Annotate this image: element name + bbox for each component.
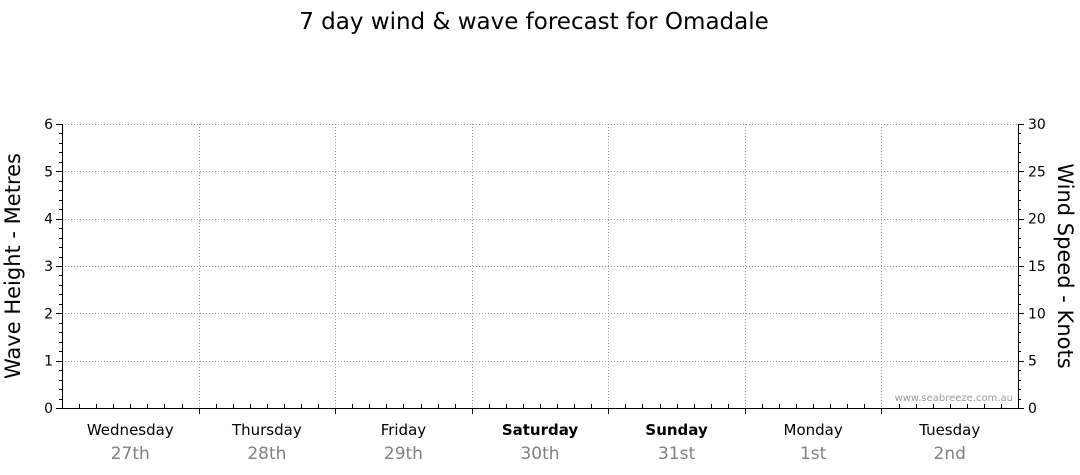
right-tick-label: 15 xyxy=(1028,259,1046,275)
right-tick-label: 0 xyxy=(1028,401,1037,417)
day-name-label: Saturday xyxy=(502,421,579,439)
left-tick-label: 6 xyxy=(44,117,53,133)
day-name-label: Thursday xyxy=(231,421,302,439)
right-tick-label: 5 xyxy=(1028,354,1037,370)
day-name-label: Sunday xyxy=(645,421,708,439)
day-date-label: 30th xyxy=(520,444,559,464)
left-tick-label: 1 xyxy=(44,354,53,370)
right-tick-label: 10 xyxy=(1028,306,1046,322)
axes xyxy=(56,124,1024,414)
right-tick-label: 20 xyxy=(1028,212,1046,228)
y-axis-label-left: Wave Height - Metres xyxy=(1,153,25,379)
right-tick-label: 30 xyxy=(1028,117,1046,133)
day-date-label: 28th xyxy=(247,444,286,464)
left-tick-label: 5 xyxy=(44,164,53,180)
day-labels: Wednesday 27th Thursday 28th Friday 29th Satur… xyxy=(87,421,980,464)
day-name-label: Monday xyxy=(784,421,843,439)
day-date-label: 31st xyxy=(658,444,695,464)
day-name-label: Tuesday xyxy=(918,421,980,439)
left-tick-label: 2 xyxy=(44,306,53,322)
day-name-label: Wednesday xyxy=(87,421,174,439)
grid-lines xyxy=(62,124,1018,408)
left-tick-label: 4 xyxy=(44,212,53,228)
tick-labels: 0 1 2 3 4 5 6 0 5 10 15 20 25 30 xyxy=(44,117,1046,417)
day-date-label: 27th xyxy=(111,444,150,464)
left-tick-label: 0 xyxy=(44,401,53,417)
y-axis-label-right: Wind Speed - Knots xyxy=(1053,163,1077,368)
left-tick-label: 3 xyxy=(44,259,53,275)
right-tick-label: 25 xyxy=(1028,164,1046,180)
day-name-label: Friday xyxy=(381,421,427,439)
watermark: www.seabreeze.com.au xyxy=(895,393,1013,404)
chart-title: 7 day wind & wave forecast for Omadale xyxy=(299,9,769,35)
day-date-label: 29th xyxy=(384,444,423,464)
day-date-label: 1st xyxy=(800,444,827,464)
day-date-label: 2nd xyxy=(934,444,966,464)
